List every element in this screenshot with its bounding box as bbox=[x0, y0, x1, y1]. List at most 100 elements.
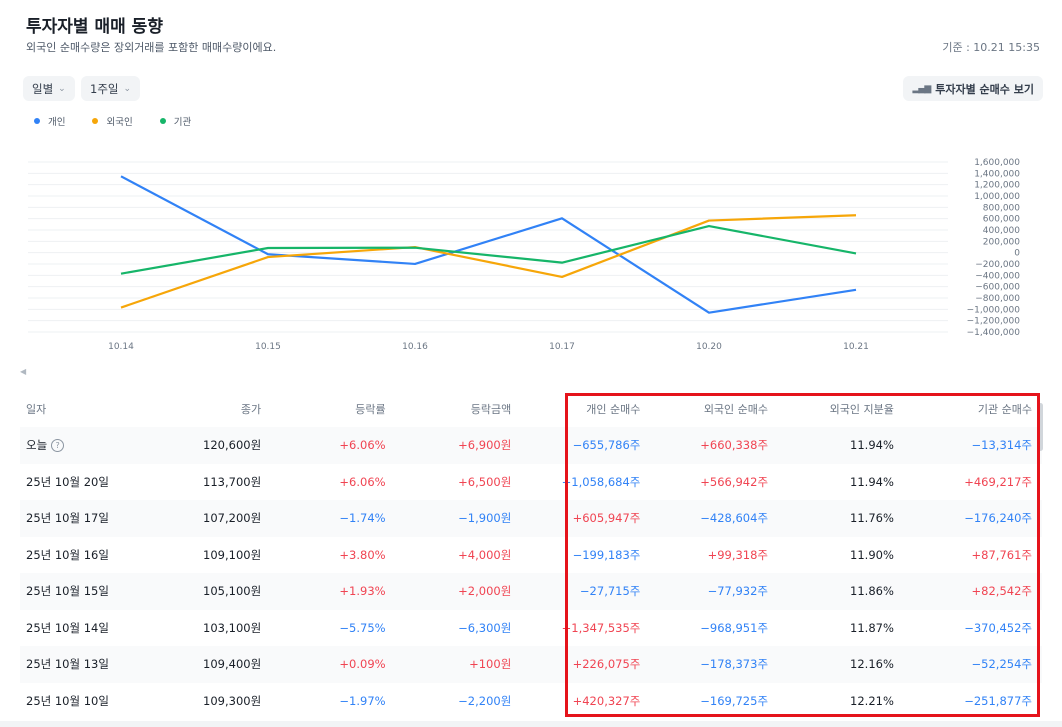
table-row: 25년 10월 14일 103,100원 −5.75% −6,300원 +1,347,5… bbox=[20, 610, 1042, 647]
y-tick-label: −600,000 bbox=[975, 283, 1020, 293]
table-cell: −5.75% bbox=[271, 610, 395, 647]
y-tick-label: −1,000,000 bbox=[967, 305, 1021, 315]
table-scrollbar[interactable] bbox=[1038, 403, 1043, 451]
table-cell: −1,058,684주 bbox=[521, 464, 650, 501]
column-header: 기관 순매수 bbox=[977, 403, 1032, 416]
cell-value: −1,058,684주 bbox=[561, 474, 641, 489]
table-row: 25년 10월 10일 109,300원 −1.97% −2,200원 +420,327… bbox=[20, 683, 1042, 720]
cell-value: 12.16% bbox=[850, 657, 894, 672]
y-tick-label: −400,000 bbox=[975, 271, 1020, 281]
table-cell: 12.21% bbox=[778, 683, 904, 720]
range-dropdown[interactable]: 1주일 ⌄ bbox=[81, 76, 141, 101]
cell-value: +1,347,535주 bbox=[561, 620, 641, 635]
legend-item-institution: 기관 bbox=[159, 114, 191, 128]
cell-value: +566,942주 bbox=[700, 474, 769, 489]
table-cell: −6,300원 bbox=[396, 610, 522, 647]
table-cell: −77,932주 bbox=[650, 573, 779, 610]
y-tick-label: 1,600,000 bbox=[974, 158, 1020, 168]
table-cell: 25년 10월 17일 bbox=[20, 500, 143, 537]
column-header: 외국인 순매수 bbox=[703, 403, 769, 416]
table-cell: +82,542주 bbox=[903, 573, 1042, 610]
y-tick-label: 600,000 bbox=[983, 215, 1020, 225]
cell-value: +226,075주 bbox=[572, 657, 641, 672]
cell-value: 25년 10월 14일 bbox=[26, 620, 109, 635]
y-tick-label: 200,000 bbox=[983, 237, 1020, 247]
table-cell: +1,347,535주 bbox=[521, 610, 650, 647]
cell-value: +1.93% bbox=[339, 584, 386, 599]
column-header: 등락률 bbox=[355, 403, 386, 416]
cell-value: −77,932주 bbox=[707, 584, 769, 599]
cell-value: 11.94% bbox=[850, 474, 894, 489]
table-cell: 109,400원 bbox=[142, 646, 272, 683]
table-cell: −1,900원 bbox=[395, 500, 522, 537]
table-cell: −251,877주 bbox=[904, 683, 1042, 720]
table-cell: 107,200원 bbox=[142, 500, 272, 537]
table-cell: +6,900원 bbox=[395, 427, 522, 464]
scroll-left-icon[interactable]: ◀ bbox=[20, 367, 27, 376]
table-cell: −1.97% bbox=[271, 683, 395, 720]
legend-dot bbox=[92, 118, 99, 124]
cell-value: 103,100원 bbox=[203, 620, 262, 635]
cell-value: 11.94% bbox=[850, 438, 894, 453]
period-unit-dropdown[interactable]: 일별 ⌄ bbox=[23, 76, 75, 101]
cell-value: −251,877주 bbox=[964, 693, 1032, 708]
cell-value: 25년 10월 16일 bbox=[26, 547, 109, 562]
table-cell: +226,075주 bbox=[521, 646, 651, 683]
net-buy-view-button[interactable]: ▂▄▆ 투자자별 순매수 보기 bbox=[903, 76, 1043, 101]
cell-value: 120,600원 bbox=[203, 438, 262, 453]
cell-value: 109,100원 bbox=[203, 547, 262, 562]
x-tick-label: 10.20 bbox=[696, 342, 722, 352]
y-tick-label: 800,000 bbox=[983, 203, 1020, 213]
cell-value: 오늘 bbox=[26, 438, 48, 453]
cell-value: 109,300원 bbox=[203, 693, 262, 708]
bar-chart-icon: ▂▄▆ bbox=[912, 83, 931, 94]
column-header: 외국인 지분율 bbox=[829, 403, 894, 416]
table-cell: 12.16% bbox=[778, 646, 904, 683]
column-header: 종가 bbox=[240, 403, 262, 416]
series-line-institution bbox=[120, 224, 857, 275]
table-cell: −370,452주 bbox=[904, 610, 1042, 647]
table-cell: 25년 10월 20일 bbox=[20, 464, 142, 501]
cell-value: −2,200원 bbox=[458, 693, 512, 708]
cell-value: 113,700원 bbox=[203, 474, 262, 489]
cell-value: 25년 10월 17일 bbox=[26, 511, 109, 526]
bottom-divider bbox=[0, 721, 1062, 727]
cell-value: +6.06% bbox=[339, 474, 386, 489]
table-cell: −176,240주 bbox=[903, 500, 1042, 537]
cell-value: −370,452주 bbox=[964, 620, 1032, 635]
table-cell: 11.87% bbox=[778, 610, 904, 647]
cell-value: −199,183주 bbox=[572, 547, 641, 562]
cell-value: +660,338주 bbox=[700, 438, 769, 453]
table-cell: +1.93% bbox=[271, 573, 396, 610]
cell-value: −428,604주 bbox=[700, 511, 769, 526]
table-cell: +6,500원 bbox=[396, 464, 522, 501]
cell-value: 11.87% bbox=[850, 620, 894, 635]
cell-value: 107,200원 bbox=[203, 511, 262, 526]
cell-value: +4,000원 bbox=[458, 547, 512, 562]
table-cell: +100원 bbox=[395, 646, 522, 683]
table-cell: +469,217주 bbox=[904, 464, 1042, 501]
table-cell: +420,327주 bbox=[521, 683, 650, 720]
table-cell: +605,947주 bbox=[521, 500, 651, 537]
table-cell: 103,100원 bbox=[142, 610, 271, 647]
x-tick-label: 10.21 bbox=[843, 342, 869, 352]
table-row: 25년 10월 17일 107,200원 −1.74% −1,900원 +605,947… bbox=[20, 500, 1042, 537]
cell-value: −13,314주 bbox=[971, 438, 1032, 453]
table-cell: +6.06% bbox=[271, 427, 396, 464]
y-tick-label: −1,200,000 bbox=[967, 317, 1021, 327]
table-cell: 11.94% bbox=[778, 427, 904, 464]
table-cell: −52,254주 bbox=[903, 646, 1042, 683]
cell-value: +2,000원 bbox=[458, 584, 512, 599]
cell-value: 109,400원 bbox=[203, 657, 262, 672]
cell-value: −52,254주 bbox=[971, 657, 1032, 672]
help-icon[interactable]: ? bbox=[51, 439, 65, 453]
cell-value: 11.90% bbox=[850, 547, 894, 562]
series-line-individual bbox=[120, 175, 857, 314]
table-cell: +2,000원 bbox=[395, 573, 522, 610]
table-cell: +0.09% bbox=[271, 646, 396, 683]
table-row: 25년 10월 15일 105,100원 +1.93% +2,000원 −27,715주… bbox=[20, 573, 1042, 610]
table-cell: 오늘? bbox=[20, 427, 143, 464]
cell-value: +6.06% bbox=[339, 438, 386, 453]
table-cell: −27,715주 bbox=[521, 573, 651, 610]
cell-value: 25년 10월 13일 bbox=[26, 657, 109, 672]
